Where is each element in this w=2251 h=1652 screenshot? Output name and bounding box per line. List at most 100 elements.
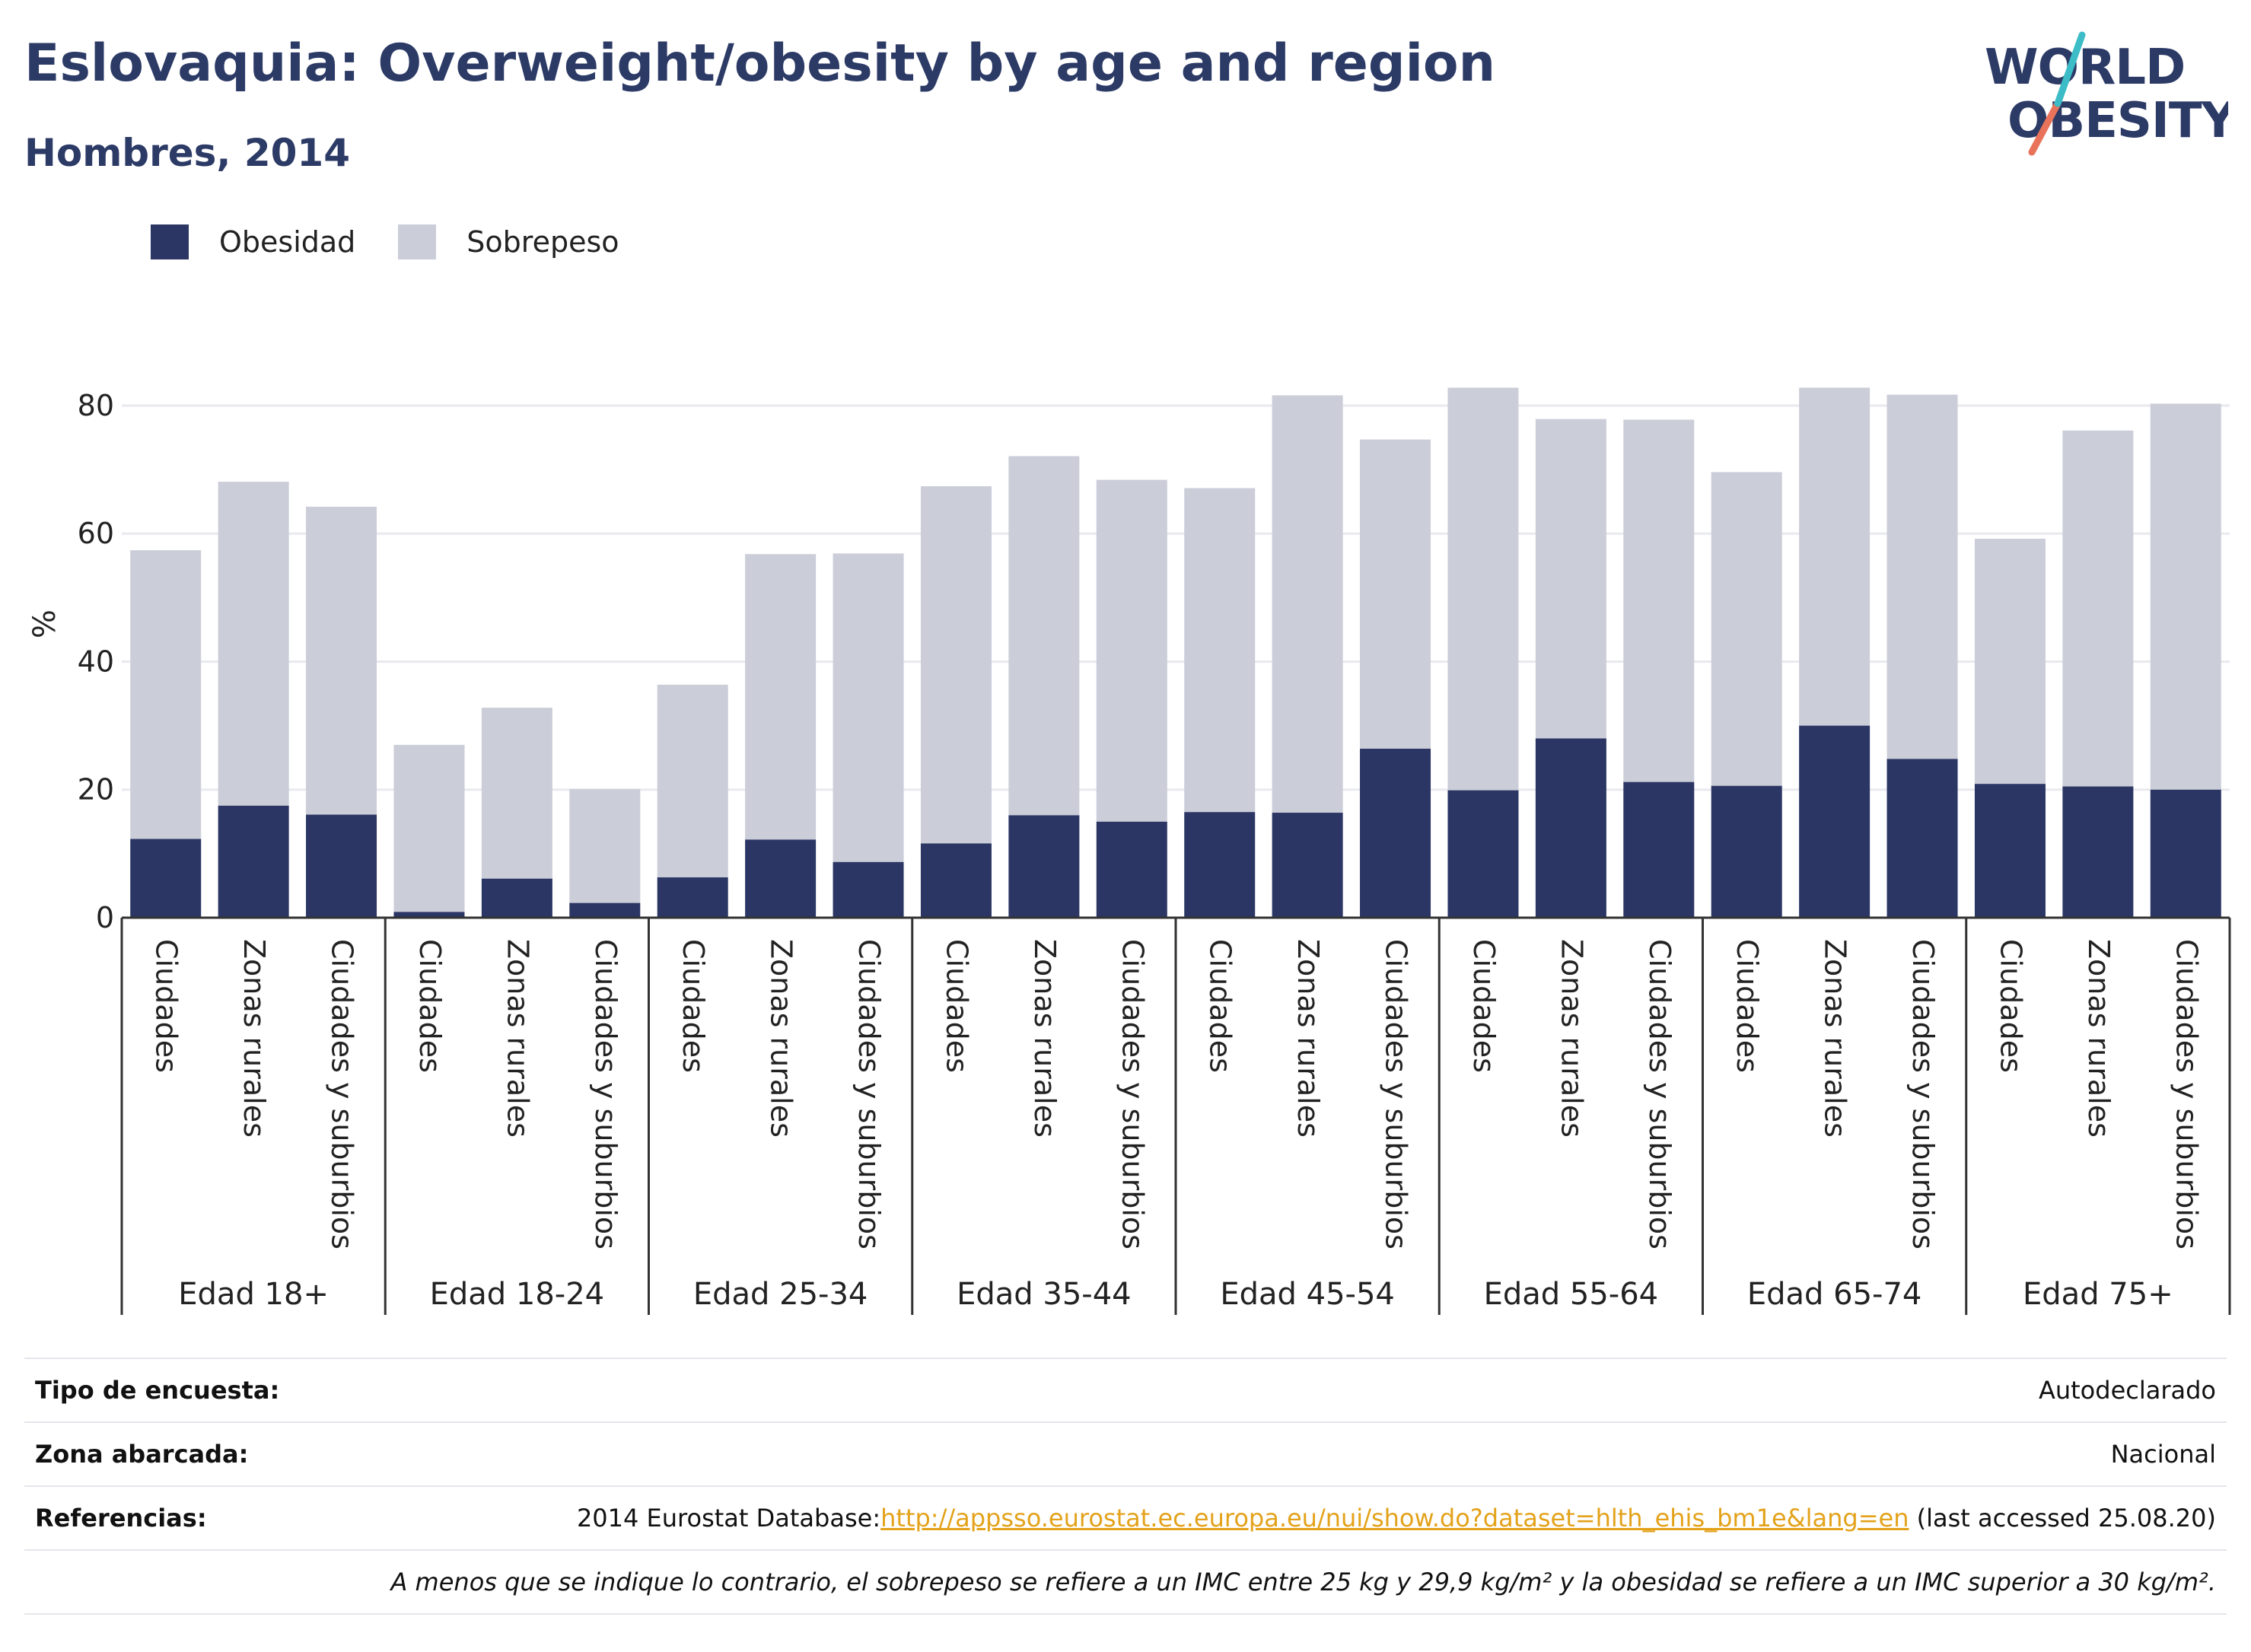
references-prefix: 2014 Eurostat Database: — [576, 1504, 881, 1533]
x-subcategory-label: Zonas rurales — [501, 939, 534, 1138]
references-link[interactable]: http://appsso.eurostat.ec.europa.eu/nui/… — [880, 1504, 1909, 1533]
bar-obesity — [1008, 815, 1080, 918]
bar-overweight — [920, 485, 992, 844]
references-value: 2014 Eurostat Database:http://appsso.eur… — [577, 1504, 2216, 1533]
info-row-note: A menos que se indique lo contrario, el … — [24, 1549, 2227, 1615]
x-subcategory-label: Ciudades — [940, 939, 973, 1073]
area-label: Zona abarcada: — [35, 1440, 249, 1469]
bar-obesity — [745, 839, 817, 918]
x-group-label: Edad 18+ — [178, 1277, 329, 1312]
x-subcategory-label: Ciudades y suburbios — [589, 939, 622, 1249]
x-subcategory-label: Zonas rurales — [765, 939, 798, 1138]
x-subcategory-label: Zonas rurales — [237, 939, 271, 1138]
page-subtitle: Hombres, 2014 — [24, 131, 350, 175]
logo-line1: WORLD — [1985, 40, 2185, 96]
x-group-label: Edad 18-24 — [430, 1277, 605, 1312]
bar-obesity — [1184, 812, 1256, 918]
bar-obesity — [1447, 790, 1519, 918]
info-table: Tipo de encuesta: Autodeclarado Zona aba… — [24, 1358, 2227, 1615]
bar-obesity — [1623, 781, 1695, 918]
bar-obesity — [920, 843, 992, 918]
x-subcategory-label: Ciudades — [1467, 939, 1501, 1073]
logo-line2: OBESITY — [2007, 93, 2228, 149]
legend-label-overweight: Sobrepeso — [466, 225, 619, 259]
bar-overweight — [1360, 439, 1431, 749]
bar-overweight — [218, 482, 289, 806]
x-subcategory-label: Ciudades y suburbios — [1380, 939, 1413, 1249]
legend-swatch-overweight — [398, 224, 437, 259]
survey-type-value: Autodeclarado — [2038, 1376, 2216, 1405]
bar-overweight — [481, 708, 552, 879]
y-tick-label: 80 — [78, 389, 114, 422]
references-suffix: (last accessed 25.08.20) — [1909, 1504, 2216, 1533]
y-tick-label: 40 — [78, 645, 114, 678]
bar-obesity — [306, 814, 377, 918]
x-subcategory-label: Zonas rurales — [1555, 939, 1588, 1138]
legend-item-obesity[interactable]: Obesidad — [151, 224, 355, 259]
x-subcategory-label: Zonas rurales — [2082, 939, 2116, 1138]
bar-overweight — [393, 744, 465, 912]
x-subcategory-label: Ciudades — [150, 939, 183, 1073]
bar-obesity — [1272, 813, 1343, 918]
bar-obesity — [1096, 821, 1167, 918]
info-row-area: Zona abarcada: Nacional — [24, 1421, 2227, 1485]
x-group-label: Edad 75+ — [2023, 1277, 2173, 1312]
x-subcategory-label: Zonas rurales — [1819, 939, 1852, 1138]
bar-obesity — [1535, 738, 1606, 918]
bar-obesity — [218, 805, 289, 918]
bar-obesity — [1360, 748, 1431, 918]
x-subcategory-label: Ciudades — [677, 939, 710, 1073]
bar-obesity — [481, 878, 552, 918]
bar-obesity — [2150, 789, 2221, 918]
references-label: Referencias: — [35, 1504, 207, 1533]
bar-overweight — [1799, 387, 1871, 726]
bar-obesity — [569, 902, 641, 918]
bar-overweight — [1008, 456, 1080, 816]
bar-obesity — [1886, 759, 1958, 918]
bar-obesity — [1974, 784, 2046, 918]
survey-type-label: Tipo de encuesta: — [35, 1376, 280, 1405]
bar-obesity — [2062, 786, 2134, 918]
x-subcategory-label: Ciudades — [1994, 939, 2027, 1073]
x-subcategory-label: Ciudades — [1730, 939, 1764, 1073]
info-row-survey: Tipo de encuesta: Autodeclarado — [24, 1358, 2227, 1421]
info-row-references: Referencias: 2014 Eurostat Database:http… — [24, 1485, 2227, 1549]
legend-item-overweight[interactable]: Sobrepeso — [398, 224, 619, 259]
definition-note: A menos que se indique lo contrario, el … — [390, 1568, 2216, 1596]
x-subcategory-label: Ciudades y suburbios — [1116, 939, 1149, 1249]
legend-label-obesity: Obesidad — [219, 225, 356, 259]
x-subcategory-label: Ciudades y suburbios — [852, 939, 886, 1249]
x-subcategory-label: Ciudades y suburbios — [1643, 939, 1676, 1249]
y-tick-label: 60 — [78, 517, 114, 550]
bar-overweight — [306, 506, 377, 815]
x-subcategory-label: Zonas rurales — [1291, 939, 1325, 1138]
bar-overweight — [2150, 403, 2221, 790]
x-subcategory-label: Ciudades — [413, 939, 447, 1073]
x-subcategory-label: Zonas rurales — [1028, 939, 1062, 1138]
bar-obesity — [1799, 725, 1871, 918]
bar-overweight — [1272, 395, 1343, 813]
bar-overweight — [1886, 394, 1958, 759]
world-obesity-logo: WORLD OBESITY — [1985, 31, 2228, 156]
bar-obesity — [657, 877, 728, 918]
bar-overweight — [1096, 479, 1167, 822]
chart-legend: Obesidad Sobrepeso — [151, 224, 662, 259]
page-title: Eslovaquia: Overweight/obesity by age an… — [24, 33, 1496, 94]
x-group-label: Edad 35-44 — [957, 1277, 1132, 1312]
bar-overweight — [130, 550, 202, 839]
y-tick-label: 0 — [96, 901, 114, 934]
bar-overweight — [569, 788, 641, 903]
bar-overweight — [1974, 538, 2046, 785]
bar-overweight — [2062, 430, 2134, 787]
bar-obesity — [1711, 785, 1782, 918]
bar-obesity — [393, 912, 465, 918]
x-group-label: Edad 55-64 — [1484, 1277, 1659, 1312]
bar-overweight — [833, 553, 904, 862]
bar-obesity — [130, 839, 202, 918]
stacked-bar-chart: 0 20 40 60 80% Ciudades Zonas rurales Ciudades … — [27, 387, 2231, 1315]
x-group-label: Edad 25-34 — [693, 1277, 868, 1312]
bar-obesity — [833, 861, 904, 918]
x-group-label: Edad 45-54 — [1220, 1277, 1395, 1312]
bar-overweight — [657, 684, 728, 878]
bar-overweight — [1535, 419, 1606, 739]
